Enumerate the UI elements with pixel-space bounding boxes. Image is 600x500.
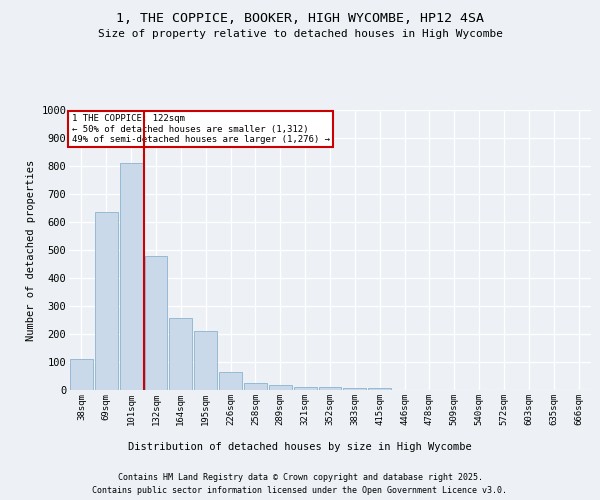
Bar [219, 372, 242, 390]
Text: 1, THE COPPICE, BOOKER, HIGH WYCOMBE, HP12 4SA: 1, THE COPPICE, BOOKER, HIGH WYCOMBE, HP… [116, 12, 484, 26]
Bar [169, 318, 192, 390]
Bar [244, 383, 267, 390]
Text: 1 THE COPPICE: 122sqm
← 50% of detached houses are smaller (1,312)
49% of semi-d: 1 THE COPPICE: 122sqm ← 50% of detached … [71, 114, 329, 144]
Text: Contains HM Land Registry data © Crown copyright and database right 2025.: Contains HM Land Registry data © Crown c… [118, 472, 482, 482]
Y-axis label: Number of detached properties: Number of detached properties [26, 160, 35, 340]
Bar [269, 385, 292, 390]
Bar [343, 388, 366, 390]
Bar [368, 388, 391, 390]
Bar [319, 387, 341, 390]
Bar [294, 386, 317, 390]
Bar [145, 256, 167, 390]
Text: Size of property relative to detached houses in High Wycombe: Size of property relative to detached ho… [97, 29, 503, 39]
Bar [120, 163, 143, 390]
Bar [95, 212, 118, 390]
Bar [70, 359, 93, 390]
Text: Distribution of detached houses by size in High Wycombe: Distribution of detached houses by size … [128, 442, 472, 452]
Text: Contains public sector information licensed under the Open Government Licence v3: Contains public sector information licen… [92, 486, 508, 495]
Bar [194, 331, 217, 390]
